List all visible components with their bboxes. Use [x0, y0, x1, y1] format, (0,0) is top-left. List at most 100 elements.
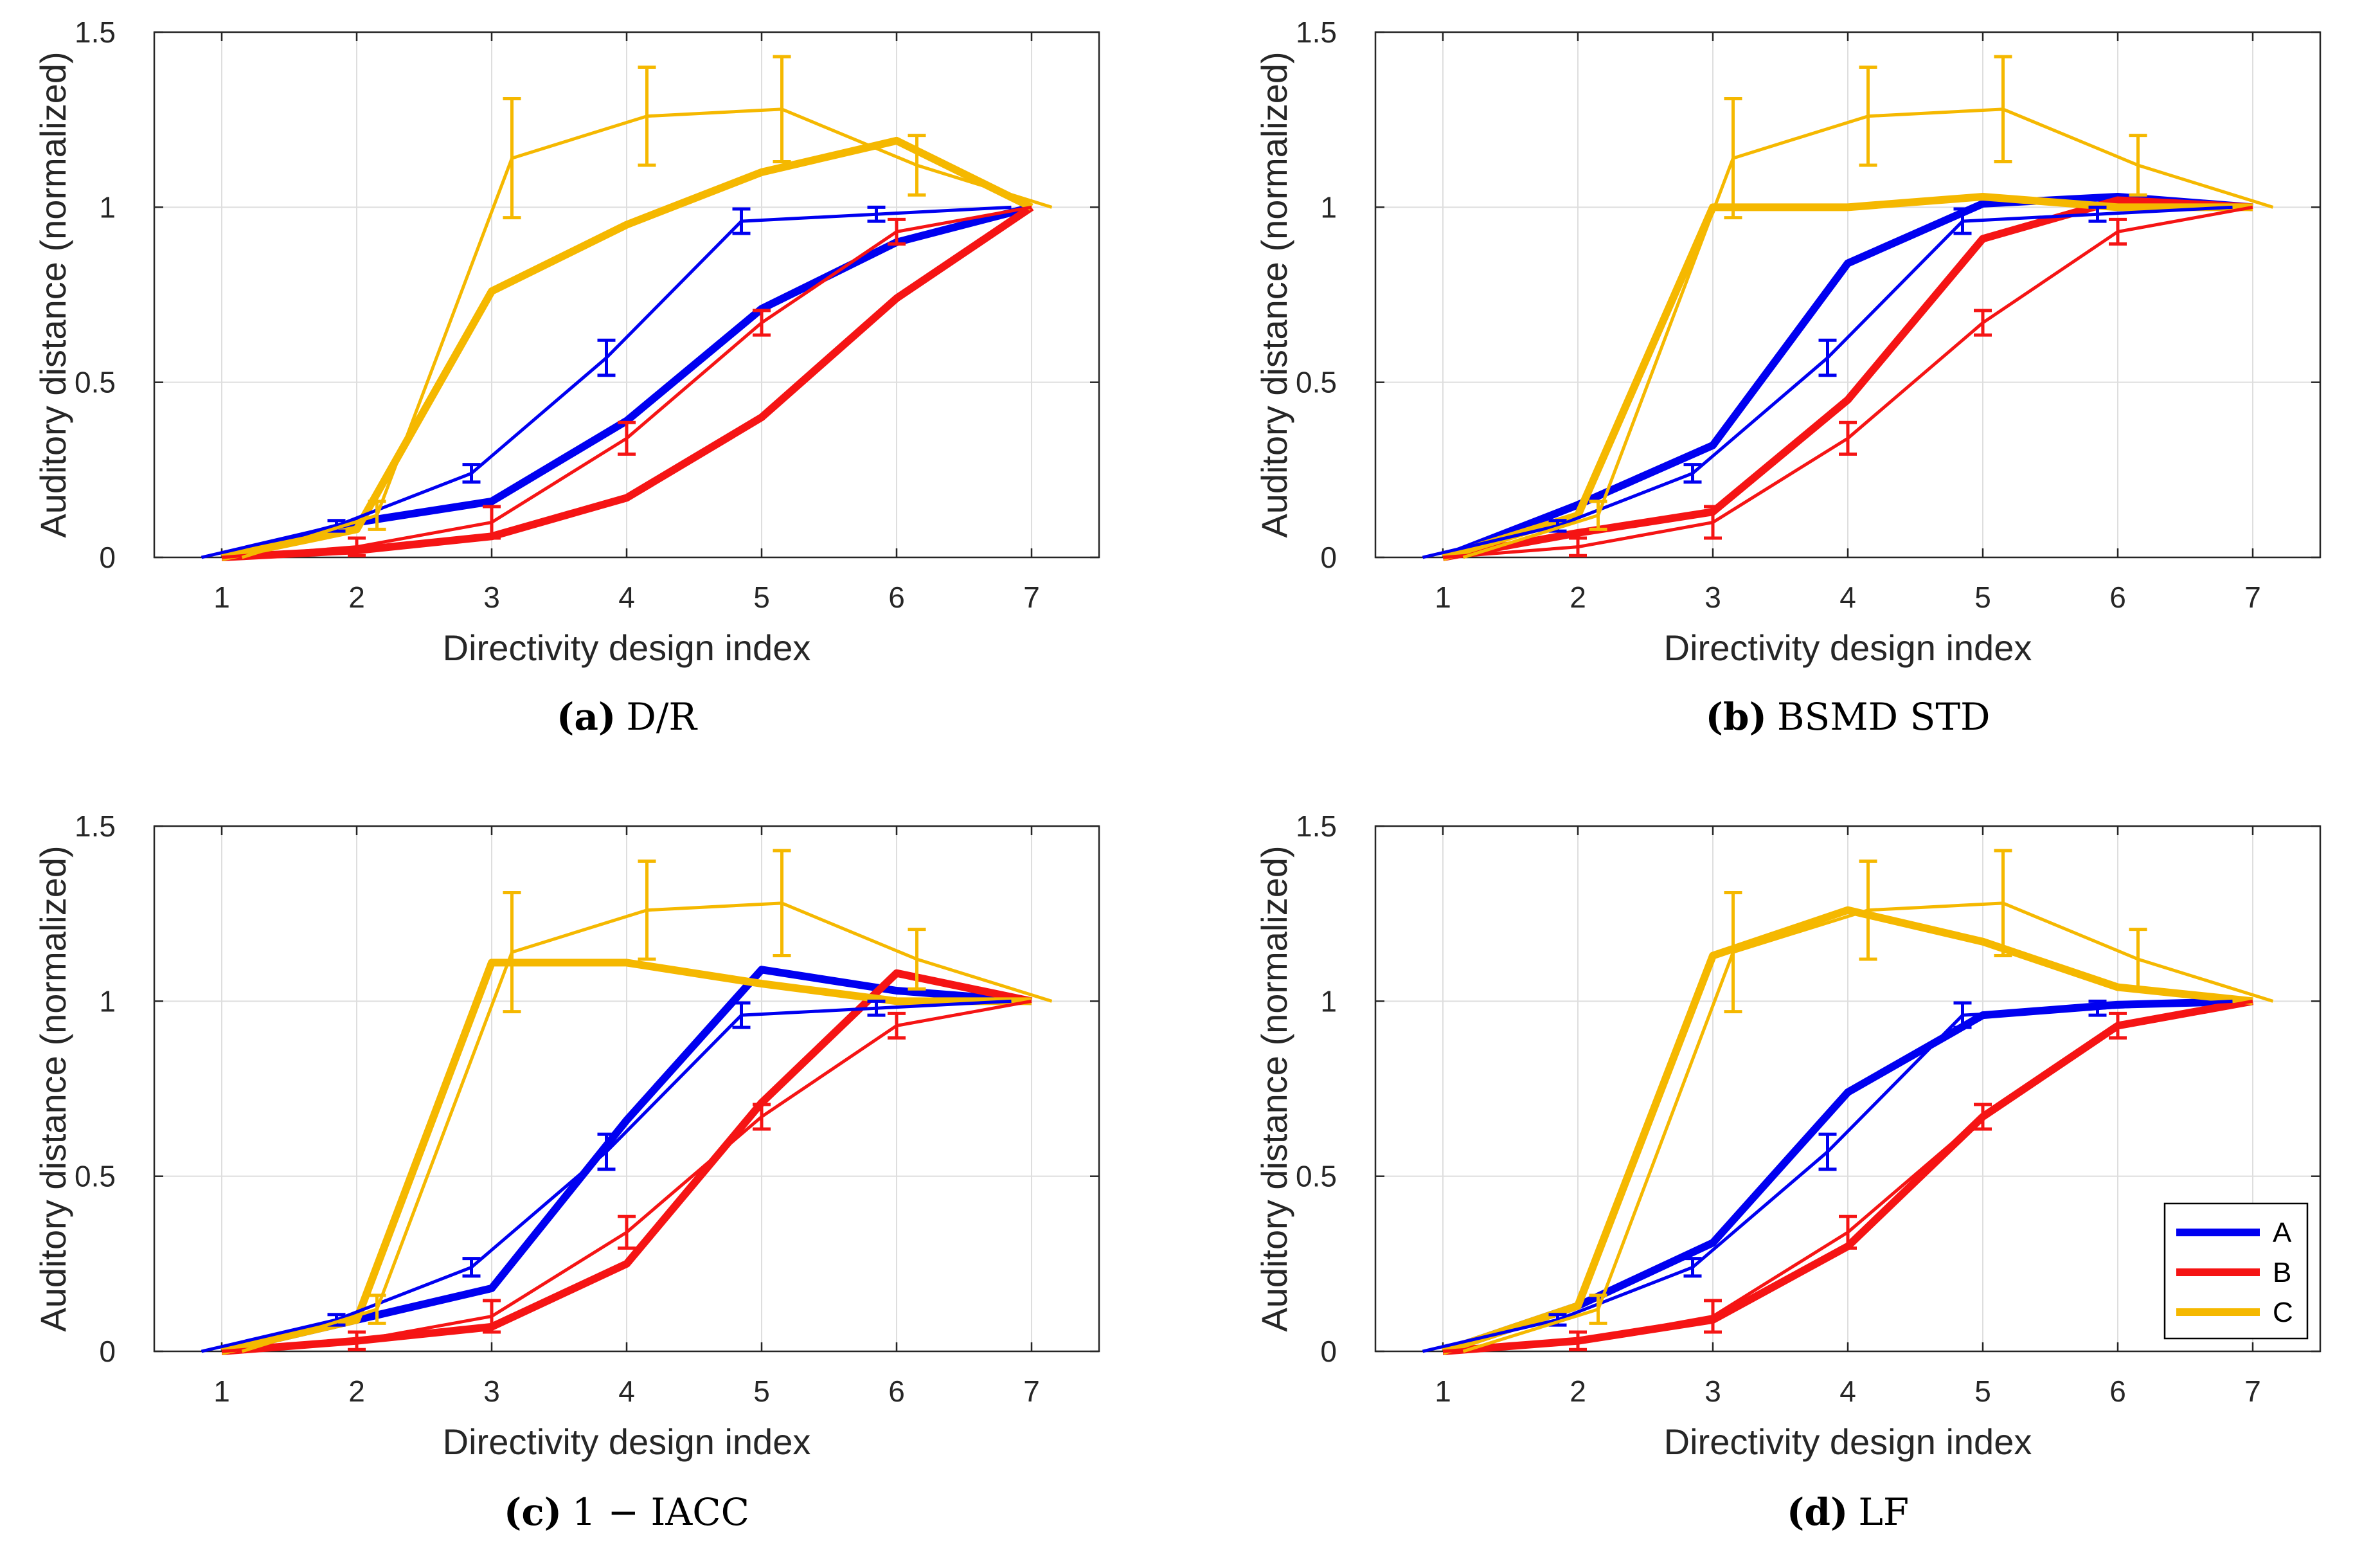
error-bar-c	[503, 96, 521, 220]
legend-label-b: B	[2273, 1257, 2291, 1288]
x-tick-label: 2	[348, 581, 365, 614]
error-bar-c	[638, 65, 656, 167]
caption-text: 1 − IACC	[572, 1490, 749, 1534]
error-bar-c	[908, 928, 926, 991]
error-bar-b	[1704, 1299, 1722, 1334]
error-bar-c	[1994, 849, 2012, 958]
error-bar-a	[597, 1132, 616, 1171]
x-tick-label: 7	[1023, 1374, 1040, 1408]
error-bar-b	[2109, 217, 2127, 246]
error-bar-b	[2109, 1011, 2127, 1040]
x-axis-label: Directivity design index	[443, 1421, 811, 1462]
error-bar-c	[773, 849, 791, 958]
error-bar-b	[1974, 309, 1992, 337]
x-tick-label: 4	[618, 1374, 635, 1408]
caption-letter: (d)	[1787, 1490, 1848, 1534]
caption: (d) LF	[1787, 1490, 1909, 1534]
y-tick-label: 1.5	[1296, 809, 1337, 843]
y-tick-label: 0	[1320, 1335, 1337, 1368]
error-bar-b	[888, 217, 906, 246]
y-tick-label: 1.5	[75, 15, 116, 49]
x-tick-label: 6	[888, 1374, 905, 1408]
error-bar-a	[1953, 1001, 1972, 1029]
x-tick-label: 1	[1435, 581, 1451, 614]
x-axis-label: Directivity design index	[1664, 627, 2032, 668]
y-axis-label: Auditory distance (normalized)	[33, 51, 73, 537]
caption-letter: (b)	[1705, 695, 1766, 739]
error-bar-a	[2088, 205, 2107, 223]
x-tick-label: 7	[1023, 581, 1040, 614]
x-tick-label: 4	[1839, 581, 1856, 614]
error-bar-c	[368, 1293, 386, 1325]
x-axis-label: Directivity design index	[1664, 1421, 2032, 1462]
error-bar-a	[597, 338, 616, 377]
x-tick-label: 5	[1974, 581, 1991, 614]
error-bar-c	[1724, 890, 1742, 1014]
error-bar-b	[348, 1330, 366, 1351]
y-tick-label: 0.5	[75, 1160, 116, 1193]
caption: (b) BSMD STD	[1705, 695, 1990, 739]
x-tick-label: 5	[753, 581, 770, 614]
error-bar-c	[1859, 65, 1877, 167]
y-axis-label: Auditory distance (normalized)	[1254, 845, 1294, 1331]
error-bar-a	[1953, 207, 1972, 235]
error-bar-a	[867, 999, 886, 1017]
x-tick-label: 6	[2109, 581, 2126, 614]
y-tick-label: 1	[1320, 190, 1337, 224]
y-tick-label: 1.5	[75, 809, 116, 843]
error-bar-b	[1704, 505, 1722, 540]
y-tick-label: 0	[99, 541, 116, 574]
x-tick-label: 3	[483, 1374, 500, 1408]
error-bar-b	[888, 1011, 906, 1040]
x-tick-label: 7	[2244, 1374, 2261, 1408]
x-tick-label: 3	[1704, 581, 1721, 614]
caption-text: LF	[1858, 1490, 1909, 1534]
panel-b: 1 2 3 4 5 6 7 0 0.5 1 1.5 Directivity design index A…	[1254, 15, 2322, 739]
y-tick-label: 0.5	[1296, 1160, 1337, 1193]
error-bar-a	[462, 1257, 481, 1278]
x-tick-label: 1	[213, 581, 230, 614]
error-bar-a	[867, 205, 886, 223]
error-bar-c	[908, 134, 926, 197]
y-axis-label: Auditory distance (normalized)	[1254, 51, 1294, 537]
error-bar-b	[1569, 536, 1587, 557]
error-bar-c	[1994, 55, 2012, 164]
panel-d: 1 2 3 4 5 6 7 0 0.5 1 1.5 Directivity design index A…	[1254, 809, 2322, 1534]
caption: (c) 1 − IACC	[504, 1490, 749, 1534]
x-tick-label: 4	[618, 581, 635, 614]
y-tick-label: 0.5	[75, 366, 116, 399]
panel-c: 1 2 3 4 5 6 7 0 0.5 1 1.5 Directivity design index A…	[33, 809, 1100, 1534]
x-tick-label: 2	[1570, 581, 1586, 614]
error-bar-b	[1839, 420, 1857, 456]
caption-text: D/R	[626, 695, 698, 739]
error-bar-b	[753, 309, 771, 337]
y-tick-label: 0	[1320, 541, 1337, 574]
error-bar-b	[483, 505, 501, 540]
series-line-c	[220, 136, 1033, 561]
error-bar-c	[638, 859, 656, 961]
series-line-c	[220, 959, 1032, 1355]
y-tick-label: 1	[99, 190, 116, 224]
x-tick-label: 5	[753, 1374, 770, 1408]
error-bar-c	[773, 55, 791, 164]
error-bar-a	[2088, 999, 2107, 1017]
error-bar-c	[1724, 96, 1742, 220]
caption-text: BSMD STD	[1777, 695, 1991, 739]
x-tick-label: 7	[2244, 581, 2261, 614]
x-axis-label: Directivity design index	[443, 627, 811, 668]
series-line-b	[1442, 196, 2253, 561]
error-bar-c	[1589, 500, 1607, 531]
error-bar-b	[1569, 1330, 1587, 1351]
caption: (a) D/R	[557, 695, 699, 739]
x-tick-label: 3	[483, 581, 500, 614]
y-tick-label: 0	[99, 1335, 116, 1368]
legend: ABC	[2163, 1202, 2309, 1340]
y-tick-label: 0.5	[1296, 366, 1337, 399]
error-bar-a	[1683, 1257, 1702, 1278]
panel-a: 1 2 3 4 5 6 7 0 0.5 1 1.5 Directivity design index A…	[33, 15, 1100, 739]
error-bar-b	[348, 536, 366, 557]
series-line-c	[1442, 906, 2253, 1355]
x-tick-label: 4	[1839, 1374, 1856, 1408]
error-bar-a	[462, 463, 481, 484]
